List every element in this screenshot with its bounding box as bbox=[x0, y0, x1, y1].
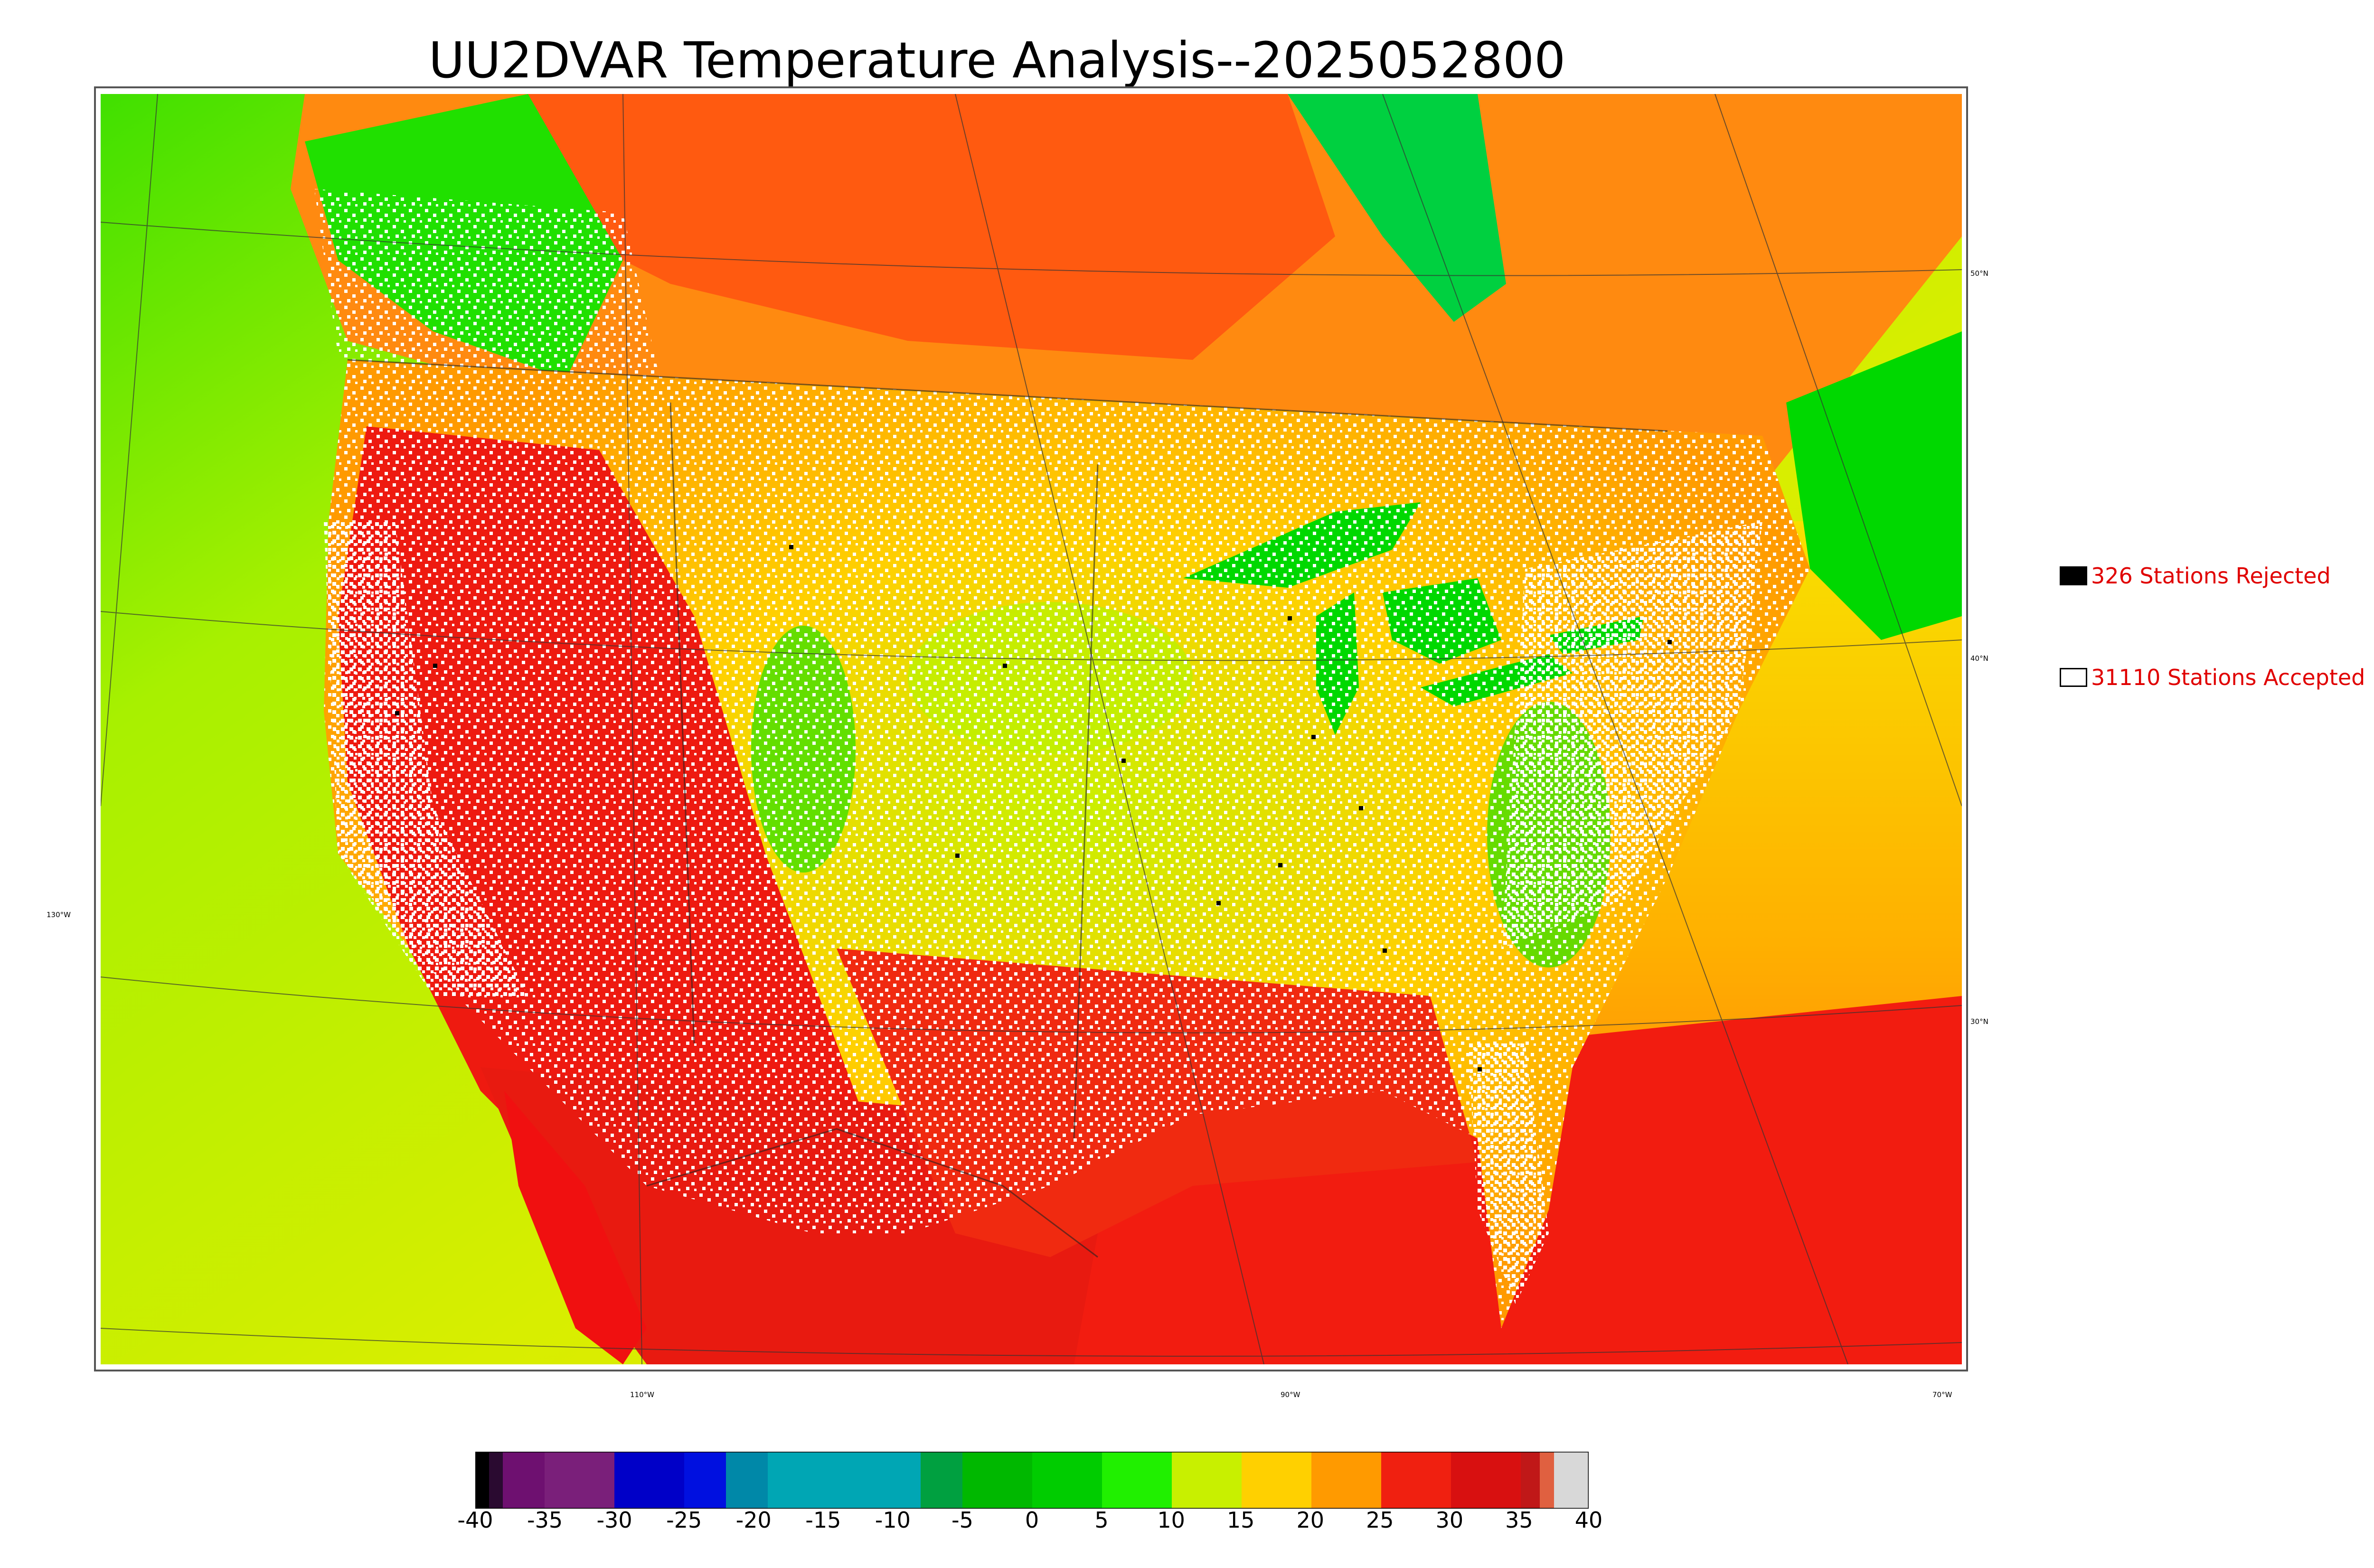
rejected-swatch bbox=[2060, 566, 2087, 585]
colorbar-tick-label: -40 bbox=[457, 1507, 493, 1533]
colorbar-tick-label: -10 bbox=[875, 1507, 911, 1533]
colorbar-tick-label: 25 bbox=[1366, 1507, 1394, 1533]
colorbar-tick-label: -25 bbox=[666, 1507, 702, 1533]
colorbar-tick-label: 5 bbox=[1094, 1507, 1109, 1533]
canada-east-green bbox=[1786, 331, 1962, 640]
colorbar-tick-label: -5 bbox=[951, 1507, 973, 1533]
colorbar-tick-label: 10 bbox=[1157, 1507, 1185, 1533]
stations-east-coast bbox=[1501, 521, 1762, 948]
lon-label-130w: 130°W bbox=[47, 911, 71, 919]
lat-label-50n: 50°N bbox=[1970, 269, 1988, 278]
stations-conus bbox=[324, 360, 1810, 1328]
lat-label-40n: 40°N bbox=[1970, 654, 1988, 663]
colorbar-tick-label: 40 bbox=[1574, 1507, 1603, 1533]
colorbar-tick-label: 35 bbox=[1505, 1507, 1533, 1533]
colorbar-tick-label: 30 bbox=[1435, 1507, 1464, 1533]
accepted-label: 31110 Stations Accepted bbox=[2091, 665, 2365, 690]
baja-peninsula bbox=[504, 1091, 647, 1364]
rejected-stations bbox=[395, 545, 1672, 1071]
colorbar-tick-label: -15 bbox=[805, 1507, 841, 1533]
borders bbox=[347, 359, 1668, 1258]
stations-florida bbox=[1468, 1043, 1549, 1305]
colorbar-tick-label: -20 bbox=[735, 1507, 772, 1533]
lon-label-110w: 110°W bbox=[630, 1390, 654, 1399]
accepted-swatch bbox=[2060, 668, 2087, 687]
map-title: UU2DVAR Temperature Analysis--2025052800 bbox=[428, 31, 1566, 89]
colorbar-tick-label: 20 bbox=[1296, 1507, 1325, 1533]
colorbar-tick-label: -35 bbox=[527, 1507, 563, 1533]
colorbar-tick-label: -30 bbox=[596, 1507, 632, 1533]
canada-north-hot bbox=[528, 94, 1335, 360]
lon-label-70w: 70°W bbox=[1932, 1390, 1952, 1399]
temperature-map bbox=[101, 94, 1962, 1364]
stations-west-coast bbox=[324, 521, 528, 996]
rejected-label: 326 Stations Rejected bbox=[2091, 563, 2331, 589]
legend-rejected: 326 Stations Rejected bbox=[2060, 563, 2331, 589]
hudson-bay bbox=[1288, 94, 1506, 322]
colorbar-tick-label: 0 bbox=[1025, 1507, 1039, 1533]
graticule bbox=[101, 94, 1962, 1364]
colorbar bbox=[475, 1452, 1589, 1509]
lon-label-90w: 90°W bbox=[1281, 1390, 1300, 1399]
legend-accepted: 31110 Stations Accepted bbox=[2060, 665, 2365, 690]
colorbar-tick-label: 15 bbox=[1226, 1507, 1255, 1533]
stations-west-canada bbox=[314, 189, 670, 426]
lat-label-30n: 30°N bbox=[1970, 1017, 1988, 1026]
